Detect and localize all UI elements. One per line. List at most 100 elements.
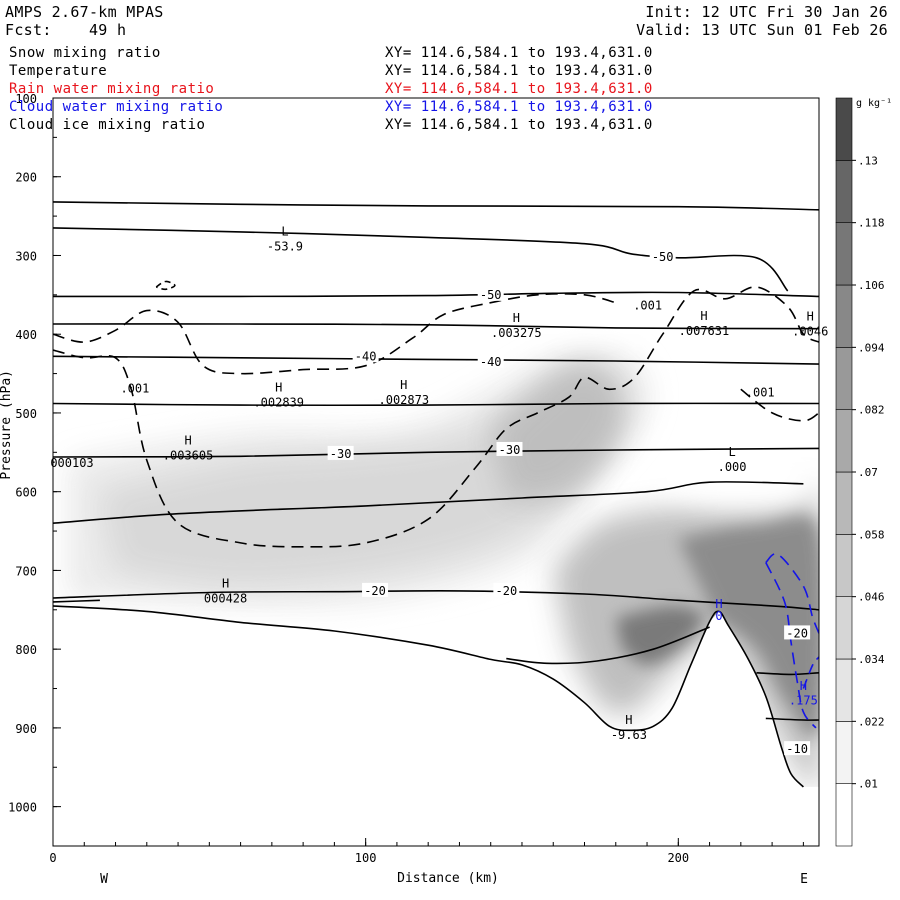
init-time: Init: 12 UTC Fri 30 Jan 26 xyxy=(645,3,888,21)
y-tick-label: 100 xyxy=(15,92,37,106)
colorbar-segment xyxy=(835,783,853,847)
colorbar-unit-label: g kg⁻¹ xyxy=(856,98,892,109)
temperature-contour-minus-30 xyxy=(53,447,819,458)
temperature-label: -50 xyxy=(480,288,502,302)
colorbar-segment xyxy=(835,471,853,535)
cloud-ice-contour xyxy=(53,286,819,548)
cloud-water-contour-east-outer xyxy=(765,553,819,634)
colorbar-segment xyxy=(835,534,853,597)
legend-xy-cloud-ice: XY= 114.6,584.1 to 193.4,631.0 xyxy=(385,117,653,133)
temperature-contour-minus-20 xyxy=(53,589,819,611)
snow-shading-lower-max xyxy=(678,513,819,739)
extremum-mark: L xyxy=(728,445,735,459)
temperature-label-bg xyxy=(477,353,504,368)
temperature-contour-minus-35 xyxy=(53,402,819,407)
colorbar-level-label: .106 xyxy=(858,279,885,292)
y-tick-label: 1000 xyxy=(8,801,37,815)
forecast-hour: Fcst: 49 h xyxy=(5,21,127,39)
extremum-value: .001 xyxy=(120,381,149,395)
colorbar-level-label: .094 xyxy=(858,341,885,354)
y-axis-label: Pressure (hPa) xyxy=(0,370,14,480)
contour-lines xyxy=(53,201,819,788)
snow-shading-upper-max xyxy=(490,362,626,500)
colorbar-segment xyxy=(835,596,853,660)
temperature-contour-minus-15 xyxy=(756,672,819,676)
extremum-value: .003605 xyxy=(163,448,214,462)
extremum-value: .007631 xyxy=(679,324,730,338)
extremum-mark: H xyxy=(700,309,707,323)
legend-xy-snow: XY= 114.6,584.1 to 193.4,631.0 xyxy=(385,45,653,61)
colorbar-segment xyxy=(835,347,853,410)
valid-time: Valid: 13 UTC Sun 01 Feb 26 xyxy=(636,21,888,39)
snow-shading-valley-max xyxy=(615,605,704,665)
cloud-ice-contour-east xyxy=(740,388,819,422)
extremum-mark: H xyxy=(400,378,407,392)
extremum-mark: H xyxy=(513,311,520,325)
temperature-label-bg xyxy=(784,741,811,756)
y-tick-label: 900 xyxy=(15,722,37,736)
temperature-label: -30 xyxy=(330,447,352,461)
temperature-label-bg xyxy=(362,582,389,597)
temperature-contour-minus-50 xyxy=(53,291,819,298)
temperature-label-bg xyxy=(493,582,520,597)
extremum-value: -9.63 xyxy=(611,728,647,742)
colorbar-level-label: .118 xyxy=(858,217,885,230)
temperature-contour-minus-25 xyxy=(53,481,804,524)
temperature-label: -50 xyxy=(652,250,674,264)
temperature-label-bg xyxy=(496,441,523,456)
contour-labels: -50-50-40 -40-30 -30-20 -20-20-10L-53.9H.00… xyxy=(50,225,828,757)
colorbar-segment xyxy=(835,658,853,722)
temperature-label: -20 xyxy=(364,584,386,598)
ground-surface-line xyxy=(53,605,804,788)
colorbar-level-label: .07 xyxy=(858,466,878,479)
colorbar-level-label: .13 xyxy=(858,154,878,167)
colorbar-level-label: .058 xyxy=(858,528,885,541)
y-tick-label: 300 xyxy=(15,249,37,263)
colorbar-segment xyxy=(835,222,853,286)
temperature-label: -20 xyxy=(786,626,808,640)
legend-xy-rain: XY= 114.6,584.1 to 193.4,631.0 xyxy=(385,81,653,97)
temperature-contour-minus-10 xyxy=(765,717,819,721)
extremum-mark: H xyxy=(807,310,814,324)
y-tick-label: 500 xyxy=(15,407,37,421)
temperature-label: -40 xyxy=(355,349,377,363)
extremum-value: .002839 xyxy=(253,395,304,409)
snow-mixing-ratio-shading xyxy=(53,98,819,846)
colorbar: .01 .022 .034 .046 .058 .07 .082 .094 .106 .118 .1… xyxy=(835,97,892,847)
temperature-label-bg xyxy=(477,286,504,301)
legend-name-temperature: Temperature xyxy=(9,63,108,79)
legend-name-snow: Snow mixing ratio xyxy=(9,45,161,61)
legend-xy-temperature: XY= 114.6,584.1 to 193.4,631.0 xyxy=(385,63,653,79)
extremum-value: -53.9 xyxy=(267,240,303,254)
extremum-mark: H xyxy=(275,380,282,394)
cloud-water-label: 0 xyxy=(715,609,722,623)
x-end-label-west: W xyxy=(100,872,108,887)
plot-frame xyxy=(52,97,820,847)
colorbar-level-label: .01 xyxy=(858,778,878,791)
extremum-value: .001 xyxy=(633,299,662,313)
extremum-value: .003275 xyxy=(491,326,542,340)
colorbar-segment xyxy=(835,160,853,223)
legend-name-rain: Rain water mixing ratio xyxy=(9,81,215,97)
temperature-contour-minus-20-west-stub xyxy=(53,599,100,603)
extremum-value: .001 xyxy=(746,385,775,399)
temperature-label: -30 xyxy=(499,443,521,457)
y-tick-label: 400 xyxy=(15,328,37,342)
legend-name-cloud-ice: Cloud ice mixing ratio xyxy=(9,117,206,133)
x-end-label-east: E xyxy=(800,872,808,887)
cloud-water-label: H xyxy=(800,679,807,693)
colorbar-segment xyxy=(835,409,853,473)
cloud-ice-contour-small xyxy=(155,280,176,291)
cloud-ice-contour-upper xyxy=(53,293,617,375)
colorbar-level-label: .046 xyxy=(858,591,885,604)
x-axis-label: Distance (km) xyxy=(397,871,499,886)
x-axis: 0 100 200 xyxy=(49,838,804,865)
extremum-value: .002873 xyxy=(379,393,430,407)
extremum-value: .0046 xyxy=(792,325,828,339)
cloud-water-contour-east-inner xyxy=(765,562,817,729)
snow-shading-clear-gap xyxy=(662,444,818,509)
colorbar-level-label: .034 xyxy=(858,653,885,666)
snow-shading-core xyxy=(99,385,609,587)
legend-name-cloud-water: Cloud water mixing ratio xyxy=(9,99,224,115)
